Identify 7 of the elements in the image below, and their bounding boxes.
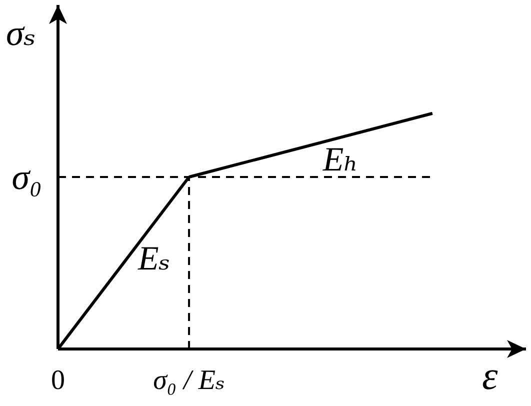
x-tick-label: σ₀ / Eₛ bbox=[153, 365, 225, 396]
y-axis-title: σₛ bbox=[6, 13, 36, 53]
x-tick-label: 0 bbox=[51, 365, 65, 396]
series-label: Eₕ bbox=[322, 142, 358, 179]
series-label: σ₀ bbox=[12, 157, 42, 197]
x-axis-title: ε bbox=[482, 353, 498, 398]
series-label: Eₛ bbox=[137, 240, 170, 278]
